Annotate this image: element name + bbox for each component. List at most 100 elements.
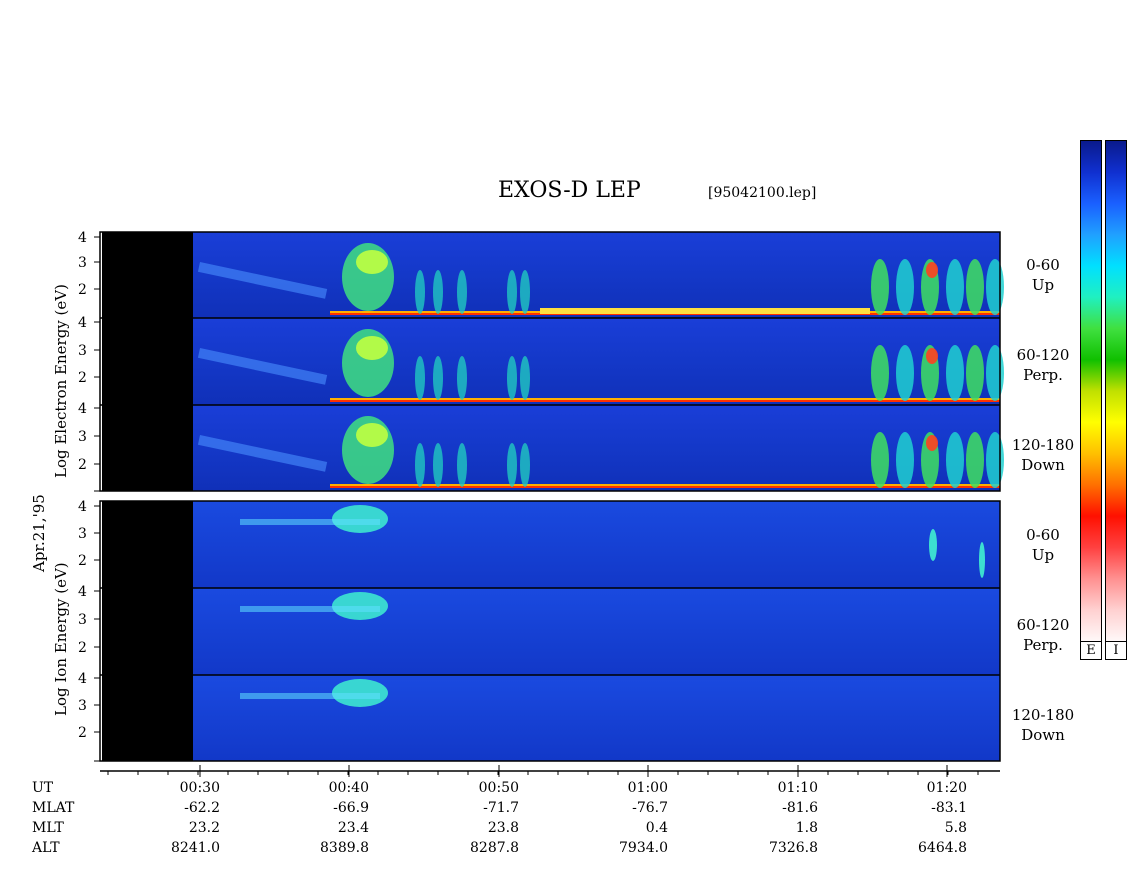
panel-angle: 0-60 (1026, 256, 1060, 274)
x-tick-ut-4: 01:10 (777, 780, 818, 796)
ion-colorbar-label: I (1106, 641, 1126, 660)
y-tick-1-2: 2 (78, 370, 87, 386)
spike-0-0 (415, 270, 425, 314)
x-row-label-mlt: MLT (32, 820, 64, 836)
ion-beam-5 (240, 693, 380, 699)
y-tick-4-0: 4 (78, 584, 87, 600)
y-tick-1-0: 4 (78, 315, 87, 331)
y-tick-3-0: 4 (78, 499, 87, 515)
spike-2-1 (433, 443, 443, 487)
x-tick-mlat-1: -66.9 (333, 800, 369, 816)
late-burst-2-3 (946, 432, 964, 488)
panel-direction: Perp. (1023, 636, 1063, 654)
ion-colorbar: I (1105, 140, 1127, 660)
panel-direction: Perp. (1023, 366, 1063, 384)
spike-1-3 (507, 356, 517, 400)
spike-2-0 (415, 443, 425, 487)
panel-angle: 60-120 (1016, 346, 1070, 364)
data-gap-5 (102, 675, 193, 761)
inverted-v-1 (197, 348, 328, 385)
burst-core-2 (356, 423, 388, 447)
electron-colorbar-label: E (1081, 641, 1101, 660)
x-tick-mlt-4: 1.8 (795, 820, 818, 836)
x-row-label-alt: ALT (32, 840, 60, 856)
electron-axis-label: Log Electron Energy (eV) (52, 284, 70, 478)
x-tick-ut-1: 00:40 (328, 780, 369, 796)
chart-title: EXOS-D LEP (498, 178, 641, 203)
electron-colorbar: E (1080, 140, 1102, 660)
late-burst-2-5 (986, 432, 1004, 488)
panel-angle: 120-180 (1011, 706, 1075, 724)
y-tick-4-2: 2 (78, 640, 87, 656)
x-tick-mlt-5: 5.8 (944, 820, 967, 836)
spike-1-1 (433, 356, 443, 400)
x-tick-mlat-3: -76.7 (632, 800, 668, 816)
spectrogram-panel-3 (193, 501, 1000, 588)
x-tick-ut-2: 00:50 (478, 780, 519, 796)
panel-label-4: 60-120 Perp. (1003, 615, 1083, 655)
y-tick-3-1: 3 (78, 526, 87, 542)
y-tick-4-1: 3 (78, 612, 87, 628)
late-burst-1-0 (871, 345, 889, 401)
y-tick-3-2: 2 (78, 553, 87, 569)
data-gap-0 (102, 232, 193, 318)
x-row-label-ut: UT (32, 780, 54, 796)
x-tick-ut-3: 01:00 (627, 780, 668, 796)
spike-0-1 (433, 270, 443, 314)
x-tick-mlt-1: 23.4 (337, 820, 369, 836)
electron-frame (99, 231, 1001, 492)
spectrogram-panel-2 (193, 405, 1000, 491)
x-tick-mlat-0: -62.2 (184, 800, 220, 816)
late-burst-2-0 (871, 432, 889, 488)
x-tick-mlat-4: -81.6 (782, 800, 818, 816)
spike-2-3 (507, 443, 517, 487)
panel-angle: 120-180 (1011, 436, 1075, 454)
x-tick-mlt-0: 23.2 (188, 820, 220, 836)
spike-1-4 (520, 356, 530, 400)
late-burst-1-4 (966, 345, 984, 401)
inverted-v-0 (197, 262, 328, 299)
y-tick-0-1: 3 (78, 255, 87, 271)
y-tick-2-2: 2 (78, 457, 87, 473)
x-tick-alt-3: 7934.0 (619, 840, 668, 856)
late-burst-1-1 (896, 345, 914, 401)
panel-label-5: 120-180 Down (1003, 705, 1083, 745)
burst-core-1 (356, 336, 388, 360)
x-tick-ut-0: 00:30 (179, 780, 220, 796)
late-burst-1-5 (986, 345, 1004, 401)
panel-direction: Down (1021, 456, 1065, 474)
panel-direction: Up (1031, 546, 1055, 564)
y-tick-2-1: 3 (78, 429, 87, 445)
spike-2-4 (520, 443, 530, 487)
spectrogram-panel-1 (193, 318, 1000, 405)
spike-0-3 (507, 270, 517, 314)
late-burst-0-5 (986, 259, 1004, 315)
ion-spike-b (979, 542, 985, 578)
late-burst-2-1 (896, 432, 914, 488)
x-tick-mlt-2: 23.8 (487, 820, 519, 836)
panel-angle: 0-60 (1026, 526, 1060, 544)
date-label: Apr.21,'95 (30, 494, 48, 572)
x-tick-alt-4: 7326.8 (769, 840, 818, 856)
x-tick-alt-1: 8389.8 (320, 840, 369, 856)
spike-0-4 (520, 270, 530, 314)
panel-label-0: 0-60 Up (1003, 255, 1083, 295)
late-hot-2 (926, 435, 938, 451)
late-burst-0-3 (946, 259, 964, 315)
ion-axis-label: Log Ion Energy (eV) (52, 562, 70, 716)
late-hot-0 (926, 262, 938, 278)
x-tick-mlt-3: 0.4 (645, 820, 668, 836)
panel-direction: Down (1021, 726, 1065, 744)
y-tick-0-2: 2 (78, 282, 87, 298)
panel-label-3: 0-60 Up (1003, 525, 1083, 565)
late-hot-1 (926, 348, 938, 364)
late-burst-0-1 (896, 259, 914, 315)
late-band (540, 308, 870, 314)
ion-beam-4 (240, 606, 380, 612)
data-gap-3 (102, 501, 193, 588)
late-burst-2-4 (966, 432, 984, 488)
data-gap-1 (102, 318, 193, 405)
y-tick-2-0: 4 (78, 401, 87, 417)
panel-label-2: 120-180 Down (1003, 435, 1083, 475)
